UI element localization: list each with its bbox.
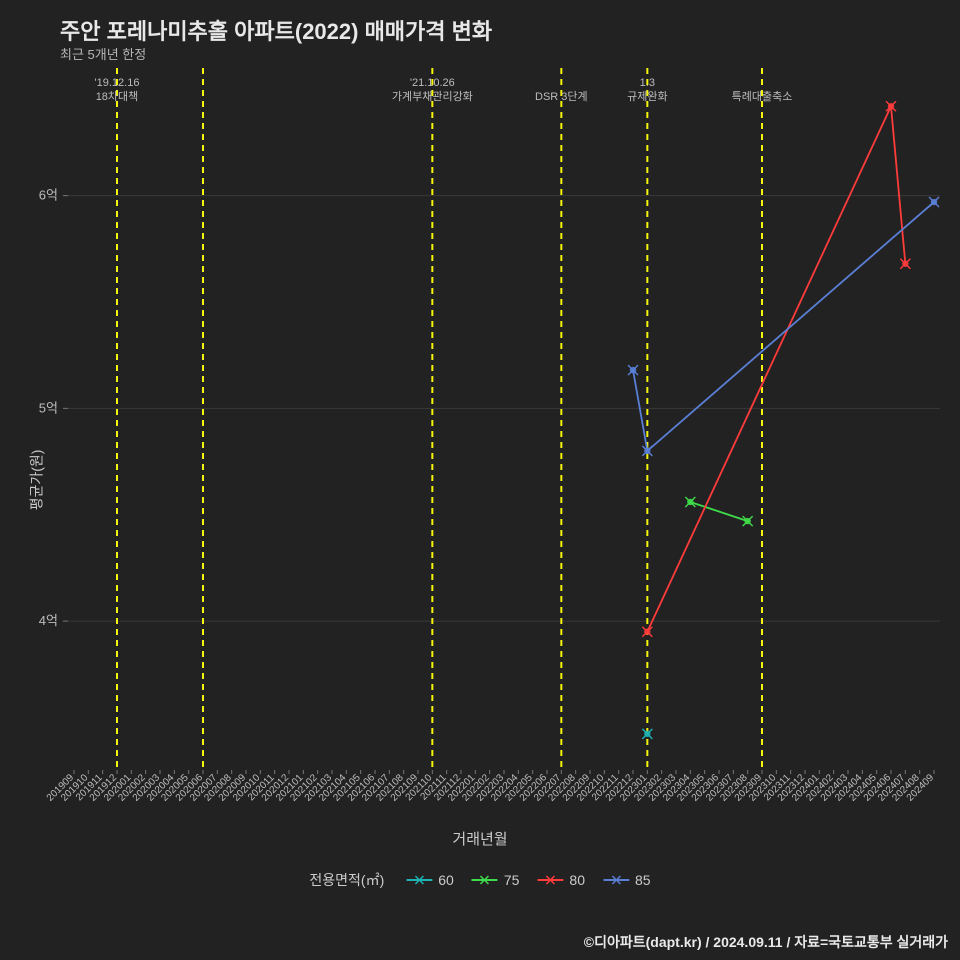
legend-label: 80 [569, 872, 585, 888]
svg-text:DSR 3단계: DSR 3단계 [535, 90, 588, 103]
chart-container: 주안 포레나미추홀 아파트(2022) 매매가격 변화 최근 5개년 한정 평균… [0, 0, 960, 960]
legend-item: 75 [472, 872, 520, 888]
legend-item: 85 [603, 872, 651, 888]
legend-item: 60 [406, 872, 454, 888]
svg-text:'19.12.16: '19.12.16 [95, 77, 140, 89]
credit-line: ©디아파트(dapt.kr) / 2024.09.11 / 자료=국토교통부 실… [584, 932, 948, 952]
legend-label: 85 [635, 872, 651, 888]
legend-item: 80 [537, 872, 585, 888]
svg-text:18차대책: 18차대책 [96, 90, 139, 103]
svg-text:'21.10.26: '21.10.26 [410, 77, 455, 89]
svg-text:5억: 5억 [39, 400, 58, 415]
svg-text:4억: 4억 [39, 613, 58, 628]
svg-text:특례대출축소: 특례대출축소 [732, 90, 793, 103]
plot-area: 4억5억6억2019092019102019112019122020012020… [0, 0, 960, 960]
legend-title: 전용면적(㎡) [309, 870, 384, 890]
legend-label: 60 [438, 872, 454, 888]
svg-text:규제완화: 규제완화 [627, 90, 667, 103]
svg-text:1.3: 1.3 [640, 77, 655, 89]
legend: 전용면적(㎡) 60 75 80 85 [309, 870, 650, 890]
legend-label: 75 [504, 872, 520, 888]
svg-text:가계부채관리강화: 가계부채관리강화 [392, 90, 473, 103]
svg-text:6억: 6억 [39, 188, 58, 203]
